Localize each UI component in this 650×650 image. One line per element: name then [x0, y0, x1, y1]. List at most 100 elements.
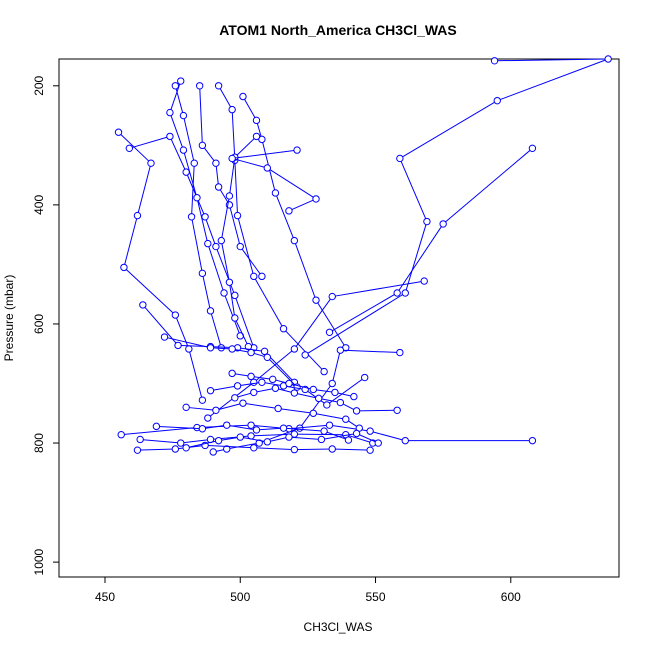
- series-line-segment: [288, 383, 314, 390]
- series-1: [114, 128, 207, 404]
- data-point: [336, 346, 345, 354]
- data-point: [263, 164, 272, 172]
- data-point: [263, 438, 272, 446]
- data-point: [225, 278, 234, 286]
- data-point: [133, 211, 142, 220]
- data-point: [366, 446, 374, 454]
- data-point: [223, 445, 231, 453]
- series-line-segment: [136, 163, 152, 216]
- data-point: [320, 367, 328, 376]
- data-point: [285, 433, 293, 441]
- series-line-segment: [304, 292, 406, 356]
- series-line-segment: [215, 402, 244, 411]
- data-point: [223, 421, 231, 429]
- data-point: [247, 421, 255, 429]
- data-point: [252, 132, 261, 141]
- data-point: [228, 105, 236, 114]
- data-point: [328, 445, 336, 453]
- data-point: [290, 345, 299, 353]
- data-point: [212, 159, 220, 167]
- data-point: [174, 341, 182, 350]
- series-line-segment: [169, 136, 187, 173]
- series-line-segment: [340, 349, 400, 354]
- series-line-segment: [204, 216, 217, 247]
- data-point: [528, 436, 537, 445]
- series-line-segment: [228, 157, 236, 197]
- series-line-segment: [199, 85, 203, 146]
- data-point: [258, 378, 266, 387]
- series-line-segment: [164, 336, 211, 349]
- x-axis: 450 500 550 600: [95, 577, 521, 604]
- series-16: [117, 421, 537, 445]
- data-point: [285, 379, 293, 388]
- data-point: [201, 213, 209, 221]
- series-line-segment: [234, 160, 239, 216]
- series-line-segment: [283, 427, 325, 432]
- data-point: [114, 128, 123, 136]
- data-point: [231, 291, 239, 300]
- series-line-segment: [329, 424, 371, 432]
- data-point: [352, 429, 361, 438]
- data-point: [214, 82, 223, 90]
- data-point: [217, 236, 226, 245]
- data-point: [166, 108, 174, 117]
- series-line-segment: [234, 136, 257, 158]
- data-point: [350, 392, 358, 401]
- data-point: [285, 207, 293, 215]
- series-24: [228, 369, 358, 401]
- data-point: [290, 389, 299, 397]
- series-line-segment: [356, 409, 398, 412]
- series-line-segment: [293, 296, 333, 350]
- series-line-segment: [369, 430, 406, 442]
- series-line-segment: [288, 436, 322, 440]
- data-point: [315, 394, 323, 403]
- data-point: [366, 427, 374, 435]
- series-line-segment: [399, 158, 428, 222]
- series-line-segment: [237, 381, 262, 387]
- y-axis-label: Pressure (mbar): [2, 275, 16, 362]
- series-line-segment: [205, 444, 254, 449]
- data-point: [236, 242, 244, 251]
- data-point: [260, 347, 269, 356]
- series-line-segment: [288, 424, 330, 430]
- data-point: [228, 154, 236, 163]
- data-point: [179, 146, 188, 154]
- series-line-segment: [191, 216, 203, 274]
- data-point: [252, 116, 261, 125]
- data-point: [250, 444, 258, 452]
- data-point: [325, 421, 334, 429]
- series-line-segment: [123, 267, 176, 316]
- series-line-segment: [228, 204, 241, 247]
- data-point: [225, 192, 234, 200]
- series-19: [133, 441, 374, 454]
- data-point: [331, 388, 339, 397]
- series-line-segment: [396, 223, 444, 294]
- series-line-segment: [174, 85, 184, 116]
- series-line-segment: [182, 149, 198, 198]
- data-point: [160, 333, 169, 341]
- data-point: [255, 439, 263, 447]
- data-point: [247, 372, 255, 381]
- data-point: [209, 448, 217, 456]
- data-point: [320, 427, 328, 435]
- series-line-segment: [231, 109, 236, 161]
- series-line-segment: [220, 195, 230, 241]
- series-line-segment: [404, 221, 428, 294]
- series-line-segment: [315, 299, 347, 349]
- series-line-segment: [186, 406, 216, 411]
- series-line-segment: [329, 292, 398, 333]
- series-line-segment: [278, 408, 314, 414]
- data-point: [420, 277, 428, 285]
- data-point: [325, 328, 334, 336]
- data-point: [361, 373, 369, 382]
- series-line-segment: [215, 246, 236, 296]
- series-line-segment: [220, 240, 230, 283]
- y-tick-label: 800: [32, 433, 46, 453]
- data-point: [198, 141, 207, 150]
- series-line-segment: [210, 385, 238, 392]
- series-line-segment: [332, 280, 425, 298]
- data-point: [136, 435, 144, 444]
- data-point: [247, 348, 255, 357]
- data-point: [279, 424, 288, 432]
- data-point: [152, 422, 161, 431]
